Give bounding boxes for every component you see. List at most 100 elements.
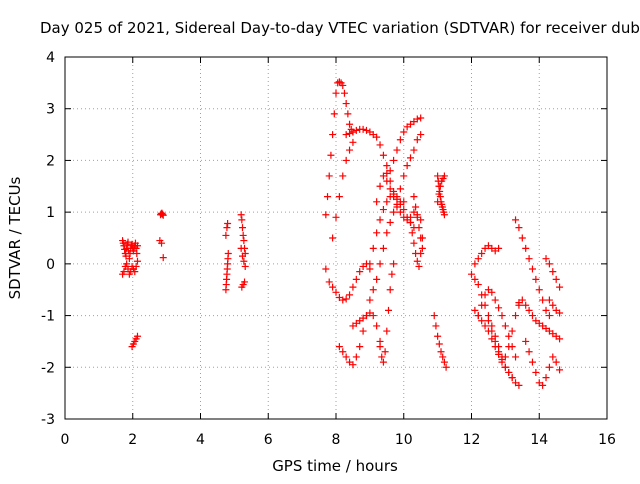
data-point — [222, 231, 230, 239]
data-point — [133, 332, 141, 340]
data-point — [535, 286, 543, 294]
data-point — [123, 260, 131, 268]
data-series — [484, 301, 523, 364]
data-point — [383, 177, 391, 185]
data-series — [119, 237, 141, 263]
data-series — [376, 260, 398, 366]
data-point — [488, 288, 496, 296]
data-point — [381, 348, 389, 356]
y-tick-label: 1 — [46, 205, 55, 221]
data-point — [432, 322, 440, 330]
data-point — [378, 353, 386, 361]
data-point — [383, 162, 391, 170]
data-point — [552, 275, 560, 283]
data-point — [539, 381, 547, 389]
data-point — [369, 244, 377, 252]
data-point — [478, 250, 486, 258]
data-point — [440, 211, 448, 219]
data-point — [352, 275, 360, 283]
data-point — [532, 275, 540, 283]
data-point — [495, 304, 503, 312]
data-point — [528, 312, 536, 320]
data-point — [342, 353, 350, 361]
data-point — [159, 210, 167, 218]
y-tick-label: 4 — [46, 50, 55, 66]
data-point — [356, 343, 364, 351]
data-point — [346, 146, 354, 154]
data-point — [340, 89, 348, 97]
data-point — [512, 353, 520, 361]
data-point — [417, 250, 425, 258]
data-point — [549, 301, 557, 309]
data-point — [373, 133, 381, 141]
data-point — [239, 224, 247, 232]
data-point — [501, 322, 509, 330]
data-point — [383, 327, 391, 335]
data-point — [376, 260, 384, 268]
data-point — [120, 268, 128, 276]
data-point — [329, 131, 337, 139]
data-point — [376, 343, 384, 351]
data-point — [471, 306, 479, 314]
data-point — [379, 151, 387, 159]
data-point — [386, 286, 394, 294]
data-point — [335, 193, 343, 201]
plot-frame — [64, 56, 608, 420]
data-point — [366, 296, 374, 304]
data-point — [376, 216, 384, 224]
data-point — [388, 270, 396, 278]
data-series — [156, 209, 167, 262]
data-point — [373, 229, 381, 237]
data-point — [322, 211, 330, 219]
data-point — [512, 312, 520, 320]
data-point — [159, 211, 167, 219]
data-point — [346, 291, 354, 299]
data-point — [131, 268, 139, 276]
data-point — [413, 213, 421, 221]
data-point — [346, 120, 354, 128]
data-point — [325, 172, 333, 180]
data-series — [373, 131, 425, 206]
data-point — [518, 296, 526, 304]
data-point — [556, 309, 564, 317]
data-point — [522, 244, 530, 252]
data-series — [335, 198, 408, 369]
data-point — [525, 255, 533, 263]
data-point — [410, 146, 418, 154]
data-point — [396, 208, 404, 216]
x-tick-label: 12 — [463, 432, 481, 448]
data-point — [329, 283, 337, 291]
data-point — [376, 182, 384, 190]
data-point — [240, 237, 248, 245]
data-point — [532, 368, 540, 376]
data-series — [434, 172, 448, 219]
data-point — [439, 353, 447, 361]
data-point — [498, 312, 506, 320]
data-point — [239, 252, 247, 260]
data-point — [474, 312, 482, 320]
data-point — [379, 206, 387, 214]
data-point — [349, 128, 357, 136]
data-point — [359, 125, 367, 133]
data-series — [515, 296, 564, 343]
data-point — [491, 337, 499, 345]
data-point — [386, 218, 394, 226]
data-point — [430, 312, 438, 320]
data-point — [436, 182, 444, 190]
data-point — [508, 327, 516, 335]
data-point — [505, 332, 513, 340]
data-point — [390, 193, 398, 201]
data-point — [478, 317, 486, 325]
data-series — [349, 309, 384, 345]
data-point — [124, 238, 132, 246]
data-point — [515, 381, 523, 389]
data-point — [512, 216, 520, 224]
data-point — [133, 250, 141, 258]
data-series — [542, 255, 564, 291]
data-point — [352, 126, 360, 134]
data-series — [545, 296, 564, 317]
data-point — [325, 278, 333, 286]
data-point — [373, 322, 381, 330]
x-tick-label: 4 — [196, 432, 205, 448]
data-point — [349, 361, 357, 369]
